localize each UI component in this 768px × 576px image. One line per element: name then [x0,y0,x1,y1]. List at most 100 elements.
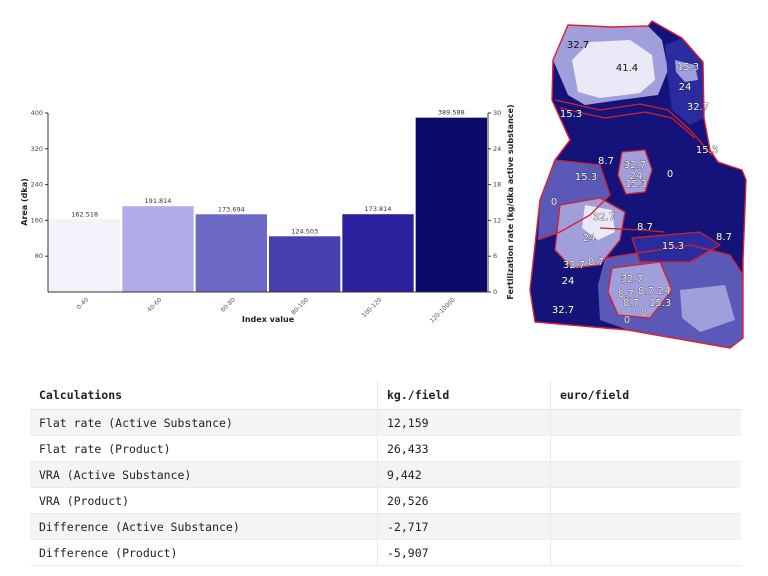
y-tick-label: 400 [31,109,43,117]
bar-60-80 [195,214,267,292]
zone-rate-label: 8.7 [637,222,653,233]
bar-120-10000 [415,117,487,293]
zone-rate-label: 24 [630,171,643,182]
row-euro-value [550,461,741,488]
y2-tick-label: 24 [493,145,501,153]
table-row: VRA (Active Substance) 9,442 [30,461,741,488]
row-kg-value: 26,433 [377,435,551,462]
zone-rate-label: 15.3 [662,241,684,252]
zone-rate-label: 24 [583,233,596,244]
bar-value-label: 389.588 [438,109,465,117]
x-tick-label: 40-60 [146,296,163,313]
bar-value-label: 124.503 [291,227,318,235]
bar-0-40 [49,219,121,292]
map-east-zone [665,38,704,125]
map-se-right-zone [680,285,735,332]
row-kg-value: -5,907 [377,539,551,566]
bar-80-100 [269,236,341,292]
x-tick-label: 120-10000 [429,296,457,324]
bar-100-120 [342,214,414,292]
row-label: VRA (Product) [30,487,378,514]
bar-value-label: 173.694 [218,205,245,213]
zone-rate-label: 24 [658,286,671,297]
row-euro-value [550,487,741,514]
y-tick-label: 320 [31,145,43,153]
row-kg-value: 12,159 [377,409,551,436]
x-tick-label: 60-80 [219,296,236,313]
table-header-row: Calculations kg./field euro/field [30,381,741,410]
y2-tick-label: 30 [493,109,501,117]
y2-axis-label: Fertilization rate (kg/dka active substa… [506,104,515,299]
zone-rate-label: 8.7 [618,289,634,300]
zone-rate-label: 15.3 [696,145,718,156]
zone-rate-label: 15.3 [649,298,671,309]
row-euro-value [550,409,741,436]
row-euro-value [550,513,741,540]
y2-tick-label: 12 [493,216,501,224]
table-row: Flat rate (Product) 26,433 [30,435,741,462]
x-axis-label: Index value [242,315,295,324]
y-tick-label: 160 [31,216,43,224]
y-tick-label: 240 [31,181,43,189]
zone-rate-label: 8.7 [588,257,604,268]
x-tick-label: 0-40 [75,296,90,311]
row-label: Difference (Active Substance) [30,513,378,540]
bar-40-60 [122,206,194,292]
map-west-zone [538,160,610,240]
table-row: VRA (Product) 20,526 [30,487,741,514]
map-north-inner-zone [572,40,655,98]
table-row: Flat rate (Active Substance) 12,159 [30,409,741,436]
header-euro-field: euro/field [550,381,741,410]
y2-tick-label: 0 [493,288,497,296]
row-kg-value: -2,717 [377,513,551,540]
zone-rate-label: 32.7 [621,274,643,285]
zone-rate-label: 8.7 [623,298,639,309]
map-east-inner-zone [675,60,698,82]
map-se-inner-zone [608,262,672,318]
zone-rate-label: 24 [679,82,692,93]
zone-rate-label: 32.7 [593,212,615,223]
row-euro-value [550,435,741,462]
area-by-index-chart: 162.518 191.814 173.694 124.503 173.814 389.5… [20,104,515,324]
header-kg-field: kg./field [377,381,551,410]
map-center-inner-zone [582,205,615,240]
zone-rate-label: 41.4 [616,63,638,74]
zone-rate-label: 32.7 [563,260,585,271]
row-label: Difference (Product) [30,539,378,566]
row-label: Flat rate (Active Substance) [30,409,378,436]
zone-rate-label: 24 [562,276,575,287]
bar-value-label: 162.518 [71,210,98,218]
zone-rate-label: 0 [624,315,630,326]
x-tick-label: 80-100 [290,296,310,316]
zone-rate-label: 8.7 [638,286,654,297]
calculations-table: Calculations kg./field euro/field Flat r… [30,381,741,566]
field-boundary [529,20,747,349]
row-kg-value: 20,526 [377,487,551,514]
zone-rate-label: 0 [551,197,557,208]
contour-lines [537,99,744,319]
zone-rate-label: 32.7 [552,305,574,316]
y-tick-label: 80 [35,252,43,260]
zone-rate-label: 15.3 [560,109,582,120]
row-euro-value [550,539,741,566]
header-calculations: Calculations [30,381,378,410]
y2-tick-label: 18 [493,181,501,189]
y2-tick-label: 6 [493,252,497,260]
bar-value-label: 191.814 [145,197,172,205]
zone-rate-label: 32.7 [687,102,709,113]
row-kg-value: 9,442 [377,461,551,488]
zone-rate-label: 32.7 [624,160,646,171]
bar-value-label: 173.814 [365,205,392,213]
map-spot-zone [618,150,652,194]
zone-rate-label: 15.3 [625,179,647,190]
table-row: Difference (Product) -5,907 [30,539,741,566]
zone-rate-label: 32.7 [567,40,589,51]
zone-rate-label: 0 [641,308,647,319]
zone-rate-label: 0 [667,169,673,180]
row-label: VRA (Active Substance) [30,461,378,488]
zone-rate-label: 8.7 [598,156,614,167]
zone-rate-label: 15.3 [677,62,699,73]
zone-rate-label: 8.7 [716,232,732,243]
zone-rate-label: 15.3 [575,172,597,183]
